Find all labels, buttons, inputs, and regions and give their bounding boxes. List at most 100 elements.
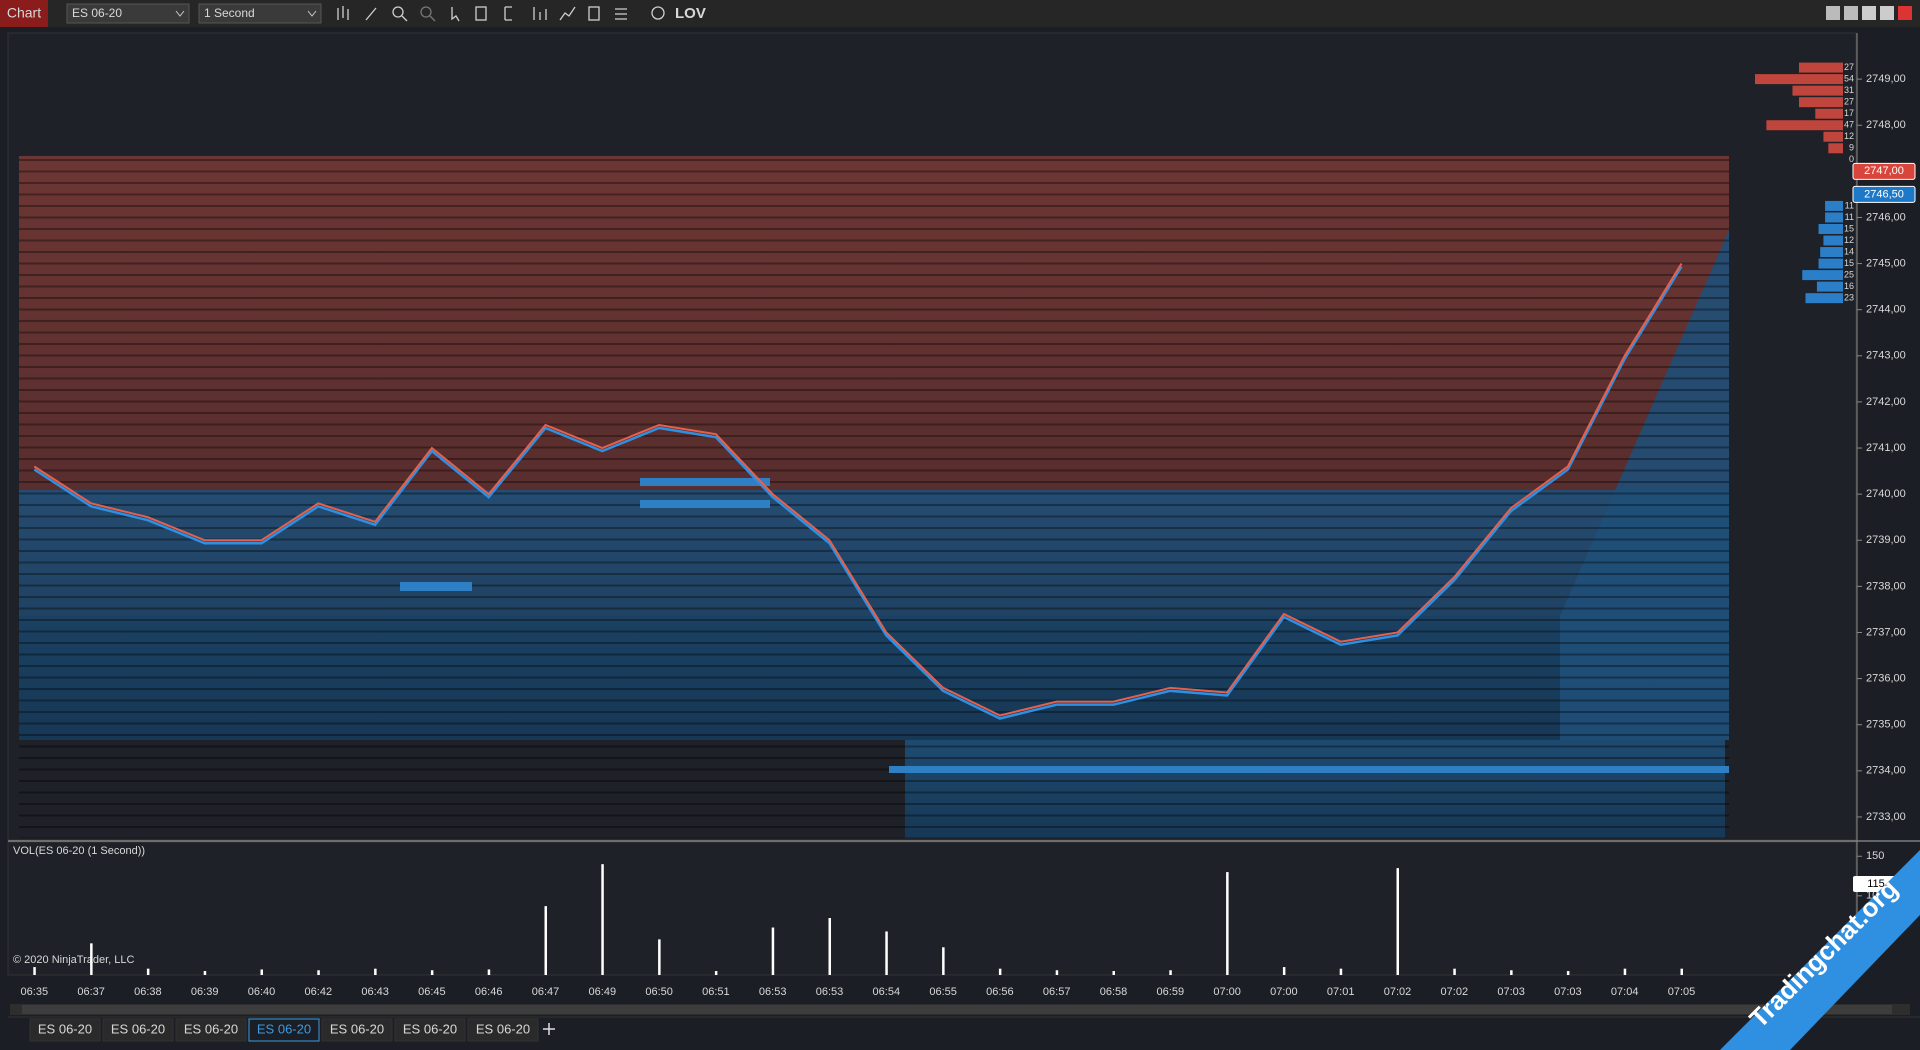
window-buttons[interactable]: [1826, 6, 1912, 20]
x-tick-label: 06:51: [702, 986, 730, 998]
y-tick-label: 2748,00: [1866, 119, 1906, 131]
volume-bar: [885, 931, 888, 975]
tab[interactable]: [102, 1018, 174, 1042]
instrument-label: ES 06-20: [72, 6, 122, 20]
x-tick-label: 06:46: [475, 986, 503, 998]
asks-size-bar: [1823, 131, 1843, 142]
bids-size-bar: [1816, 281, 1843, 292]
x-tick-label: 06:43: [361, 986, 389, 998]
price-line: [33, 263, 1683, 717]
bids-size-label: 16: [1844, 281, 1854, 291]
heat-stripes: [19, 156, 1729, 838]
x-tick-label: 06:57: [1043, 986, 1071, 998]
volume-bar: [1566, 971, 1570, 975]
asks-size-bar: [1798, 62, 1843, 73]
x-tick-label: 07:00: [1213, 986, 1241, 998]
asks-size-label: 47: [1844, 120, 1854, 130]
asks-size-label: 12: [1844, 131, 1854, 141]
x-tick-label: 06:58: [1100, 986, 1128, 998]
liquidity-level: [889, 766, 1729, 773]
bids-size-bar: [1825, 212, 1843, 223]
volume-bar: [998, 968, 1002, 975]
x-tick-label: 06:40: [248, 986, 276, 998]
copyright: © 2020 NinjaTrader, LLC: [13, 954, 134, 966]
volume-bar: [601, 864, 604, 975]
toolbar-icons[interactable]: [337, 6, 665, 22]
tab-label: ES 06-20: [403, 1021, 457, 1036]
tab[interactable]: [321, 1018, 393, 1042]
volume-bar: [90, 943, 93, 975]
x-tick-label: 07:01: [1327, 986, 1355, 998]
volume-bar: [1453, 968, 1456, 975]
tab-label: ES 06-20: [330, 1021, 384, 1036]
asks-size-label: 27: [1844, 97, 1854, 107]
tab[interactable]: [248, 1018, 320, 1042]
price-marker: [1852, 162, 1916, 180]
asks-size-label: 0: [1849, 154, 1854, 164]
x-tick-label: 07:00: [1270, 986, 1298, 998]
volume-bar: [33, 967, 36, 975]
tab-bar: ES 06-20 ES 06-20 ES 06-20 ES 06-20 ES 06-20…: [29, 1018, 539, 1042]
volume-bar: [374, 968, 377, 975]
x-tick-label: 06:42: [305, 986, 333, 998]
volume-bar: [260, 969, 263, 975]
bids-size-label: 11: [1845, 200, 1854, 210]
x-tick-label: 07:02: [1384, 986, 1412, 998]
tab-label: ES 06-20: [184, 1021, 238, 1036]
y-tick-label: 2749,00: [1866, 73, 1906, 85]
tab[interactable]: [175, 1018, 247, 1042]
volume-bar: [1396, 868, 1399, 975]
instrument-select[interactable]: [66, 3, 190, 24]
x-tick-label: 06:35: [21, 986, 49, 998]
tab-label: ES 06-20: [476, 1021, 530, 1036]
bids-size-label: 15: [1844, 223, 1854, 233]
asks-size-label: 54: [1844, 73, 1854, 83]
price-marker-label: 2747,00: [1864, 165, 1904, 177]
volume-bar: [203, 971, 207, 975]
volume-bar: [1623, 968, 1627, 975]
asks-size-label: 27: [1844, 62, 1854, 72]
bids-size-bar: [1823, 235, 1843, 246]
bids-size-label: 23: [1844, 293, 1854, 303]
volume-bar: [1112, 971, 1115, 975]
asks-size-bar: [1792, 85, 1843, 96]
volume-bar: [1680, 968, 1683, 975]
x-tick-label: 06:54: [873, 986, 901, 998]
y-tick-label: 2743,00: [1866, 350, 1906, 362]
volume-bar: [317, 970, 320, 975]
indicator-title: VOL(ES 06-20 (1 Second)): [13, 845, 145, 857]
scroll-thumb[interactable]: [22, 1005, 1892, 1014]
y-tick-label: 2744,00: [1866, 304, 1906, 316]
liquidity-level: [400, 582, 472, 591]
x-tick-label: 07:05: [1668, 986, 1696, 998]
tab[interactable]: [29, 1018, 101, 1042]
liquidity-level: [640, 478, 770, 486]
liquidity-level: [640, 500, 770, 508]
asks-size-label: 17: [1844, 108, 1854, 118]
y-tick-label: 2741,00: [1866, 442, 1906, 454]
x-tick-label: 06:53: [759, 986, 787, 998]
asks-size-label: 9: [1849, 143, 1854, 153]
x-tick-label: 06:56: [986, 986, 1014, 998]
bids-size-bar: [1802, 270, 1843, 281]
dropdown-arrow: [175, 10, 185, 17]
y-tick-label: 2740,00: [1866, 488, 1906, 500]
x-tick-label: 07:02: [1441, 986, 1469, 998]
bids-size-bar: [1805, 293, 1843, 304]
app-label: Chart: [7, 5, 41, 21]
price-line: [33, 265, 1683, 720]
asks-size-bar: [1828, 143, 1843, 154]
volume-bar: [1169, 970, 1172, 975]
interval-label: 1 Second: [204, 6, 255, 20]
indicator-label: LOV: [675, 5, 706, 22]
add-tab[interactable]: [543, 1023, 555, 1035]
tab[interactable]: [394, 1018, 466, 1042]
volume-bar: [1226, 872, 1229, 975]
tab[interactable]: [467, 1018, 539, 1042]
asks-size-label: 31: [1844, 85, 1854, 95]
order-heatmap: [19, 156, 1729, 838]
interval-select[interactable]: [198, 3, 322, 24]
x-tick-label: 06:38: [134, 986, 162, 998]
app-button[interactable]: [0, 0, 48, 27]
